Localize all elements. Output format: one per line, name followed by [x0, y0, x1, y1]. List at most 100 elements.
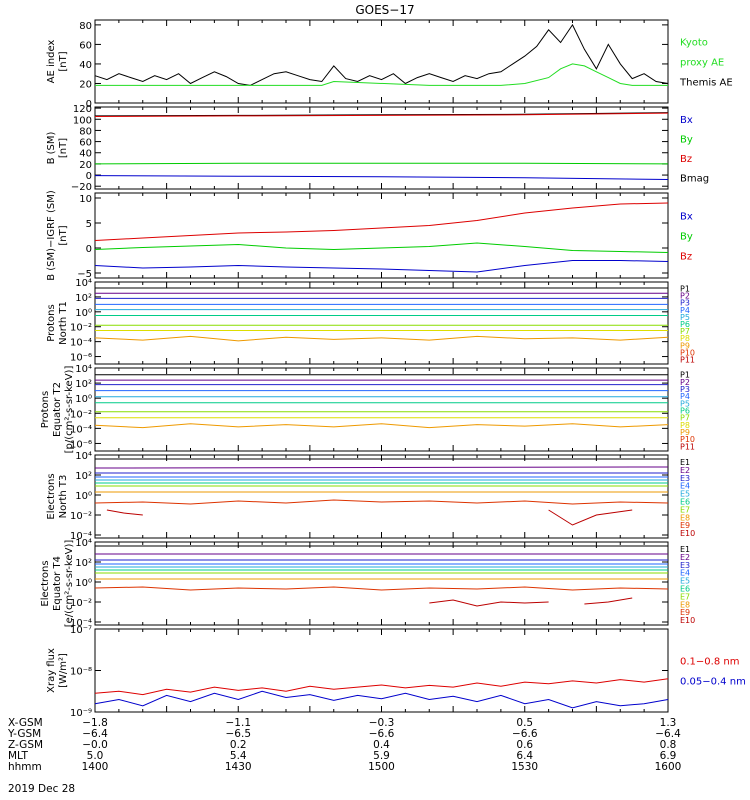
- panel-protons2: 10⁻⁶ 10⁻⁴ 10⁻² 10⁰ 10² 10⁴ Protons Equator T2 [p…: [40, 364, 695, 453]
- y-tick-label: 120: [73, 104, 92, 115]
- legend-entry: P1: [680, 285, 690, 294]
- series-line-1: [94, 690, 669, 709]
- y-tick-label: 10⁴: [75, 451, 92, 462]
- y-axis-label: North T3: [58, 475, 69, 519]
- legend-entry: P2: [680, 378, 690, 387]
- y-tick-label: 10⁴: [75, 278, 92, 289]
- ephem-value: −6.6: [512, 728, 538, 740]
- ephem-value: 5.0: [87, 750, 104, 762]
- y-tick-label: 10⁻⁶: [70, 353, 92, 364]
- ephem-value: −0.3: [369, 717, 395, 729]
- y-tick-label: −20: [71, 182, 92, 193]
- legend-entry: E9: [680, 521, 690, 530]
- y-tick-label: 10²: [75, 379, 92, 390]
- y-axis-label: North T1: [58, 301, 69, 345]
- legend-entry: Bz: [680, 252, 692, 263]
- y-tick-label: 0: [86, 244, 92, 255]
- ephem-value: −6.4: [82, 728, 108, 740]
- legend-entry: Bx: [680, 212, 693, 223]
- y-axis-label: [W/m²]: [58, 653, 69, 688]
- series-line-2: [94, 162, 669, 165]
- y-tick-label: 60: [79, 138, 92, 149]
- y-axis-label: [nT]: [58, 225, 69, 245]
- legend-entry: P11: [680, 442, 695, 451]
- y-tick-label: 40: [79, 149, 92, 160]
- legend-entry: E1: [680, 458, 690, 467]
- panel-electrons1: 10⁻⁴ 10⁻² 10⁰ 10² 10⁴ Electrons North T3 E1E2E3…: [46, 451, 695, 542]
- y-axis-label: Equator T2: [52, 382, 63, 437]
- ephem-value: −1.8: [82, 717, 108, 729]
- legend-entry: P10: [680, 435, 695, 444]
- y-tick-label: 10: [79, 194, 92, 205]
- legend-entry: E8: [680, 513, 690, 522]
- y-axis-label: Equator T4: [52, 556, 63, 611]
- ephem-row-label: X-GSM: [8, 717, 43, 729]
- ephem-row-label: hhmm: [8, 761, 42, 773]
- series-line-8: [94, 335, 669, 342]
- legend-entry: E5: [680, 490, 690, 499]
- legend-entry: Themis AE: [679, 78, 733, 89]
- y-tick-label: 10⁰: [75, 394, 92, 405]
- legend-entry: P8: [680, 334, 690, 343]
- legend-entry: Bmag: [680, 173, 709, 184]
- ephem-value: 0.2: [230, 739, 247, 751]
- legend-entry: P7: [680, 414, 690, 423]
- legend-entry: P3: [680, 385, 690, 394]
- y-tick-label: 10⁻⁴: [70, 424, 92, 435]
- panel-ae: 0 20 40 60 80 AE index [nT] Kyoto proxy AE Themis…: [46, 19, 733, 110]
- legend-entry: E4: [680, 569, 690, 578]
- y-axis-label: Protons: [46, 304, 57, 341]
- legend-entry: P7: [680, 327, 690, 336]
- ephem-value: 0.5: [516, 717, 533, 729]
- y-tick-label: 40: [79, 60, 92, 71]
- series-line-3: [94, 175, 669, 180]
- y-tick-label: 10²: [75, 471, 92, 482]
- ephem-value: 5.4: [230, 750, 247, 762]
- y-tick-label: 60: [79, 40, 92, 51]
- y-tick-label: 0: [86, 99, 92, 110]
- y-axis-label: Electrons: [46, 473, 57, 519]
- y-tick-label: 10⁻⁴: [70, 531, 92, 542]
- ephem-value: 6.4: [516, 750, 533, 762]
- legend-entry: P4: [680, 392, 690, 401]
- y-tick-label: 10⁰: [75, 491, 92, 502]
- ephem-row-label: Z-GSM: [8, 739, 43, 751]
- legend-entry: By: [680, 232, 693, 243]
- legend-entry: 0.05−0.4 nm: [680, 677, 746, 688]
- plot-title: GOES−17: [355, 3, 414, 17]
- y-tick-label: 10⁻⁸: [70, 667, 92, 678]
- ephem-value: 1430: [225, 761, 252, 773]
- ephem-value: 5.9: [373, 750, 390, 762]
- series-line-0: [94, 678, 669, 696]
- legend-entry: E2: [680, 466, 690, 475]
- y-tick-label: 10⁻²: [70, 511, 92, 522]
- y-tick-label: 80: [79, 21, 92, 32]
- y-axis-label: [p/(cm²-s-sr-keV)]: [64, 366, 75, 454]
- ephem-value: −6.5: [226, 728, 252, 740]
- series-line-8: [94, 499, 669, 505]
- panel-frame: [94, 19, 669, 104]
- legend-entry: By: [680, 134, 693, 145]
- ephem-value: 1600: [655, 761, 682, 773]
- y-tick-label: 10⁻⁷: [70, 625, 92, 636]
- series-line-8: [94, 423, 669, 429]
- y-tick-label: −5: [77, 269, 92, 280]
- legend-entry: E7: [680, 592, 690, 601]
- panel-xray: 10⁻⁹ 10⁻⁸ 10⁻⁷ Xray flux [W/m²] 0.1−0.8 nm 0.0…: [46, 625, 746, 719]
- legend-entry: E2: [680, 553, 690, 562]
- y-tick-label: 10²: [75, 293, 92, 304]
- legend-entry: E10: [680, 616, 695, 625]
- y-tick-label: 10⁻⁴: [70, 618, 92, 629]
- series-line-0: [94, 23, 669, 86]
- legend-entry: E3: [680, 561, 690, 570]
- series-line-1: [94, 466, 669, 469]
- series-line-10: [584, 597, 633, 605]
- y-axis-label: [e/(cm²-s-sr-keV)]: [64, 540, 75, 628]
- y-axis-label: Xray flux: [46, 648, 57, 693]
- panel-protons1: 10⁻⁶ 10⁻⁴ 10⁻² 10⁰ 10² 10⁴ Protons North T1 P1P2…: [46, 278, 695, 365]
- y-axis-label: B (SM): [46, 131, 57, 164]
- y-tick-label: 10⁻²: [70, 409, 92, 420]
- series-line-1: [94, 242, 669, 253]
